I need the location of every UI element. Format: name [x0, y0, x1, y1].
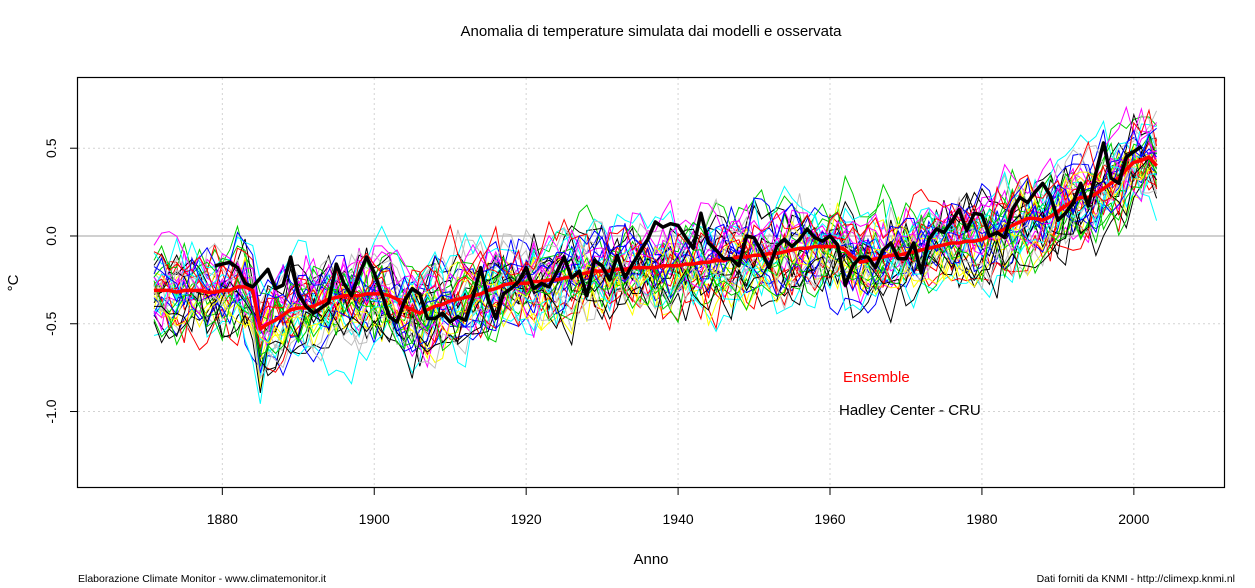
legend-ensemble: Ensemble	[843, 369, 910, 386]
chart-title: Anomalia di temperature simulata dai mod…	[460, 23, 842, 40]
y-tick-label: -1.0	[43, 399, 59, 423]
model-runs	[153, 105, 1158, 404]
x-tick-label: 1980	[966, 511, 997, 527]
model-run-line	[154, 157, 1158, 379]
y-tick-label: 0.5	[43, 138, 59, 158]
hadley-cru-line	[214, 141, 1143, 324]
model-run-line	[153, 105, 1158, 342]
plot-frame	[76, 76, 1226, 489]
y-axis: 0.5 0.0 -0.5 -1.0	[43, 138, 78, 424]
model-run-line	[153, 148, 1157, 374]
model-run-line	[153, 127, 1157, 329]
y-tick-label: -0.5	[43, 311, 59, 335]
footer-credit-right: Dati forniti da KNMI - http://climexp.kn…	[1036, 573, 1235, 585]
model-run-line	[153, 135, 1158, 330]
x-tick-label: 1900	[359, 511, 390, 527]
x-tick-label: 1940	[663, 511, 694, 527]
model-run-line	[153, 154, 1157, 371]
model-run-line	[153, 165, 1157, 342]
x-tick-label: 2000	[1118, 511, 1149, 527]
x-axis-label: Anno	[633, 551, 668, 568]
x-tick-label: 1920	[511, 511, 542, 527]
model-run-line	[153, 108, 1158, 314]
legend-hadley: Hadley Center - CRU	[839, 402, 981, 419]
x-tick-label: 1960	[814, 511, 845, 527]
x-tick-label: 1880	[207, 511, 238, 527]
main-series	[154, 141, 1158, 331]
model-run-line	[153, 129, 1157, 358]
footer-credit-left: Elaborazione Climate Monitor - www.clima…	[78, 573, 327, 585]
model-run-line	[153, 161, 1157, 380]
y-tick-label: 0.0	[43, 226, 59, 246]
y-axis-label: °C	[5, 274, 22, 291]
x-axis: 1880 1900 1920 1940 1960 1980 2000	[207, 487, 1150, 527]
